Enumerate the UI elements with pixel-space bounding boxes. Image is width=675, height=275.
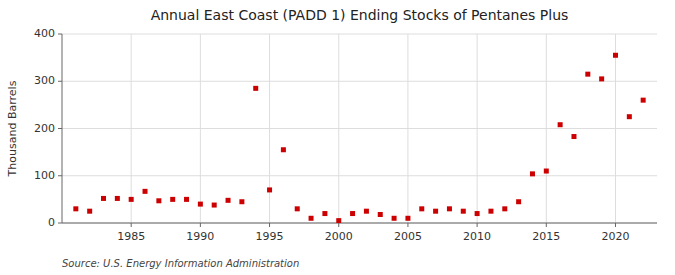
point [184,197,189,202]
point [364,209,369,214]
x-grid-line [200,34,201,223]
x-tick [477,223,478,227]
point [475,211,480,216]
y-tick-label: 100 [34,169,55,182]
x-tick [615,223,616,227]
y-tick [58,128,62,129]
point [627,114,632,119]
x-axis-line [62,223,657,224]
y-axis-label: Thousand Barrels [6,80,19,177]
x-grid-line [546,34,547,223]
point [488,209,493,214]
point [405,216,410,221]
y-tick-label: 0 [48,216,55,229]
point [101,196,106,201]
point [558,122,563,127]
points [73,53,645,223]
x-tick-label: 2015 [532,230,560,243]
point [336,218,341,223]
x-grid-line [269,34,270,223]
y-tick [58,81,62,82]
chart-svg: 0 100 200 300 400 1985 1990 1995 2000 2005 2010 201… [0,0,675,275]
point [156,198,161,203]
point [350,211,355,216]
point [641,98,646,103]
x-tick-label: 2005 [394,230,422,243]
point [281,147,286,152]
point [502,206,507,211]
point [143,189,148,194]
y-grid-line [62,128,657,129]
point [253,86,258,91]
y-tick [58,175,62,176]
x-tick-label: 2020 [601,230,629,243]
point [267,187,272,192]
point [530,171,535,176]
x-tick-label: 1985 [117,230,145,243]
y-tick [58,223,62,224]
x-tick-label: 2010 [463,230,491,243]
point [613,53,618,58]
point [170,197,175,202]
x-tick [546,223,547,227]
point [73,206,78,211]
point [419,206,424,211]
point [87,209,92,214]
point [392,216,397,221]
point [115,196,120,201]
point [544,169,549,174]
x-tick [200,223,201,227]
ticks: 0 100 200 300 400 1985 1990 1995 2000 2005 2010 201… [34,27,629,243]
y-tick-label: 300 [34,74,55,87]
y-tick-label: 400 [34,27,55,40]
point [378,212,383,217]
point [198,202,203,207]
x-tick-label: 1990 [186,230,214,243]
point [585,72,590,77]
point [309,216,314,221]
point [129,197,134,202]
x-tick-label: 1995 [256,230,284,243]
x-grid-line [338,34,339,223]
y-grid-line [62,175,657,176]
x-grid-line [407,34,408,223]
point [239,199,244,204]
point [447,206,452,211]
point [322,211,327,216]
x-grid-line [131,34,132,223]
chart-container: 0 100 200 300 400 1985 1990 1995 2000 2005 2010 201… [0,0,675,275]
x-tick-label: 2000 [325,230,353,243]
x-grid-line [477,34,478,223]
grid [62,34,657,223]
y-grid-line [62,223,657,224]
point [516,199,521,204]
point [571,134,576,139]
y-grid-line [62,81,657,82]
y-tick-label: 200 [34,122,55,135]
title: Annual East Coast (PADD 1) Ending Stocks… [151,7,569,23]
y-grid-line [62,34,657,35]
x-tick [131,223,132,227]
x-tick [407,223,408,227]
x-tick [338,223,339,227]
source-note: Source: U.S. Energy Information Administ… [62,258,299,269]
point [433,209,438,214]
point [295,206,300,211]
y-tick [58,34,62,35]
point [599,76,604,81]
x-tick [269,223,270,227]
point [212,203,217,208]
x-grid-line [615,34,616,223]
point [226,198,231,203]
point [461,209,466,214]
